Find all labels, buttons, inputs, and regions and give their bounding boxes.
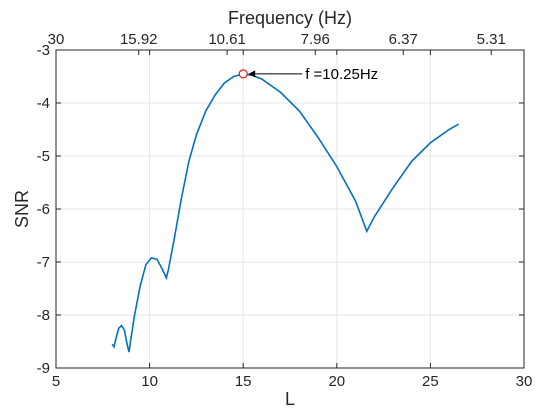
highlight-marker: [238, 69, 248, 79]
x-tick-label: 20: [328, 373, 345, 390]
grid: [55, 49, 525, 369]
y-tick-label: -7: [37, 254, 50, 271]
annotation-arrowhead: [248, 70, 256, 78]
y-tick-label: -3: [37, 42, 50, 59]
x-tick-label: 15: [235, 373, 252, 390]
snr-series-line: [111, 73, 459, 353]
y-axis-title: SNR: [12, 190, 32, 228]
x-tick-label: 10: [141, 373, 158, 390]
top-tick-label: 5.31: [477, 31, 506, 48]
y-tick-label: -8: [37, 307, 50, 324]
y-tick-label: -5: [37, 148, 50, 165]
top-tick-label: 7.96: [301, 31, 330, 48]
y-tick-label: -9: [37, 360, 50, 377]
top-axis-title: Frequency (Hz): [228, 8, 352, 28]
x-tick-label: 30: [516, 373, 533, 390]
top-tick-label: 6.37: [389, 31, 418, 48]
x-tick-label: 25: [422, 373, 439, 390]
y-tick-label: -6: [37, 201, 50, 218]
top-tick-label: 30: [48, 31, 65, 48]
x-axis-title: L: [285, 389, 295, 409]
axis-ticks: 5 10 15 20 25 30-9-8-7-6-5-4-330 15.92 10.61 7.9…: [37, 31, 533, 390]
y-tick-label: -4: [37, 95, 50, 112]
annotation-label: f =10.25Hz: [305, 66, 378, 83]
x-tick-label: 5: [52, 373, 60, 390]
top-tick-label: 10.61: [208, 31, 246, 48]
top-tick-label: 15.92: [120, 31, 158, 48]
